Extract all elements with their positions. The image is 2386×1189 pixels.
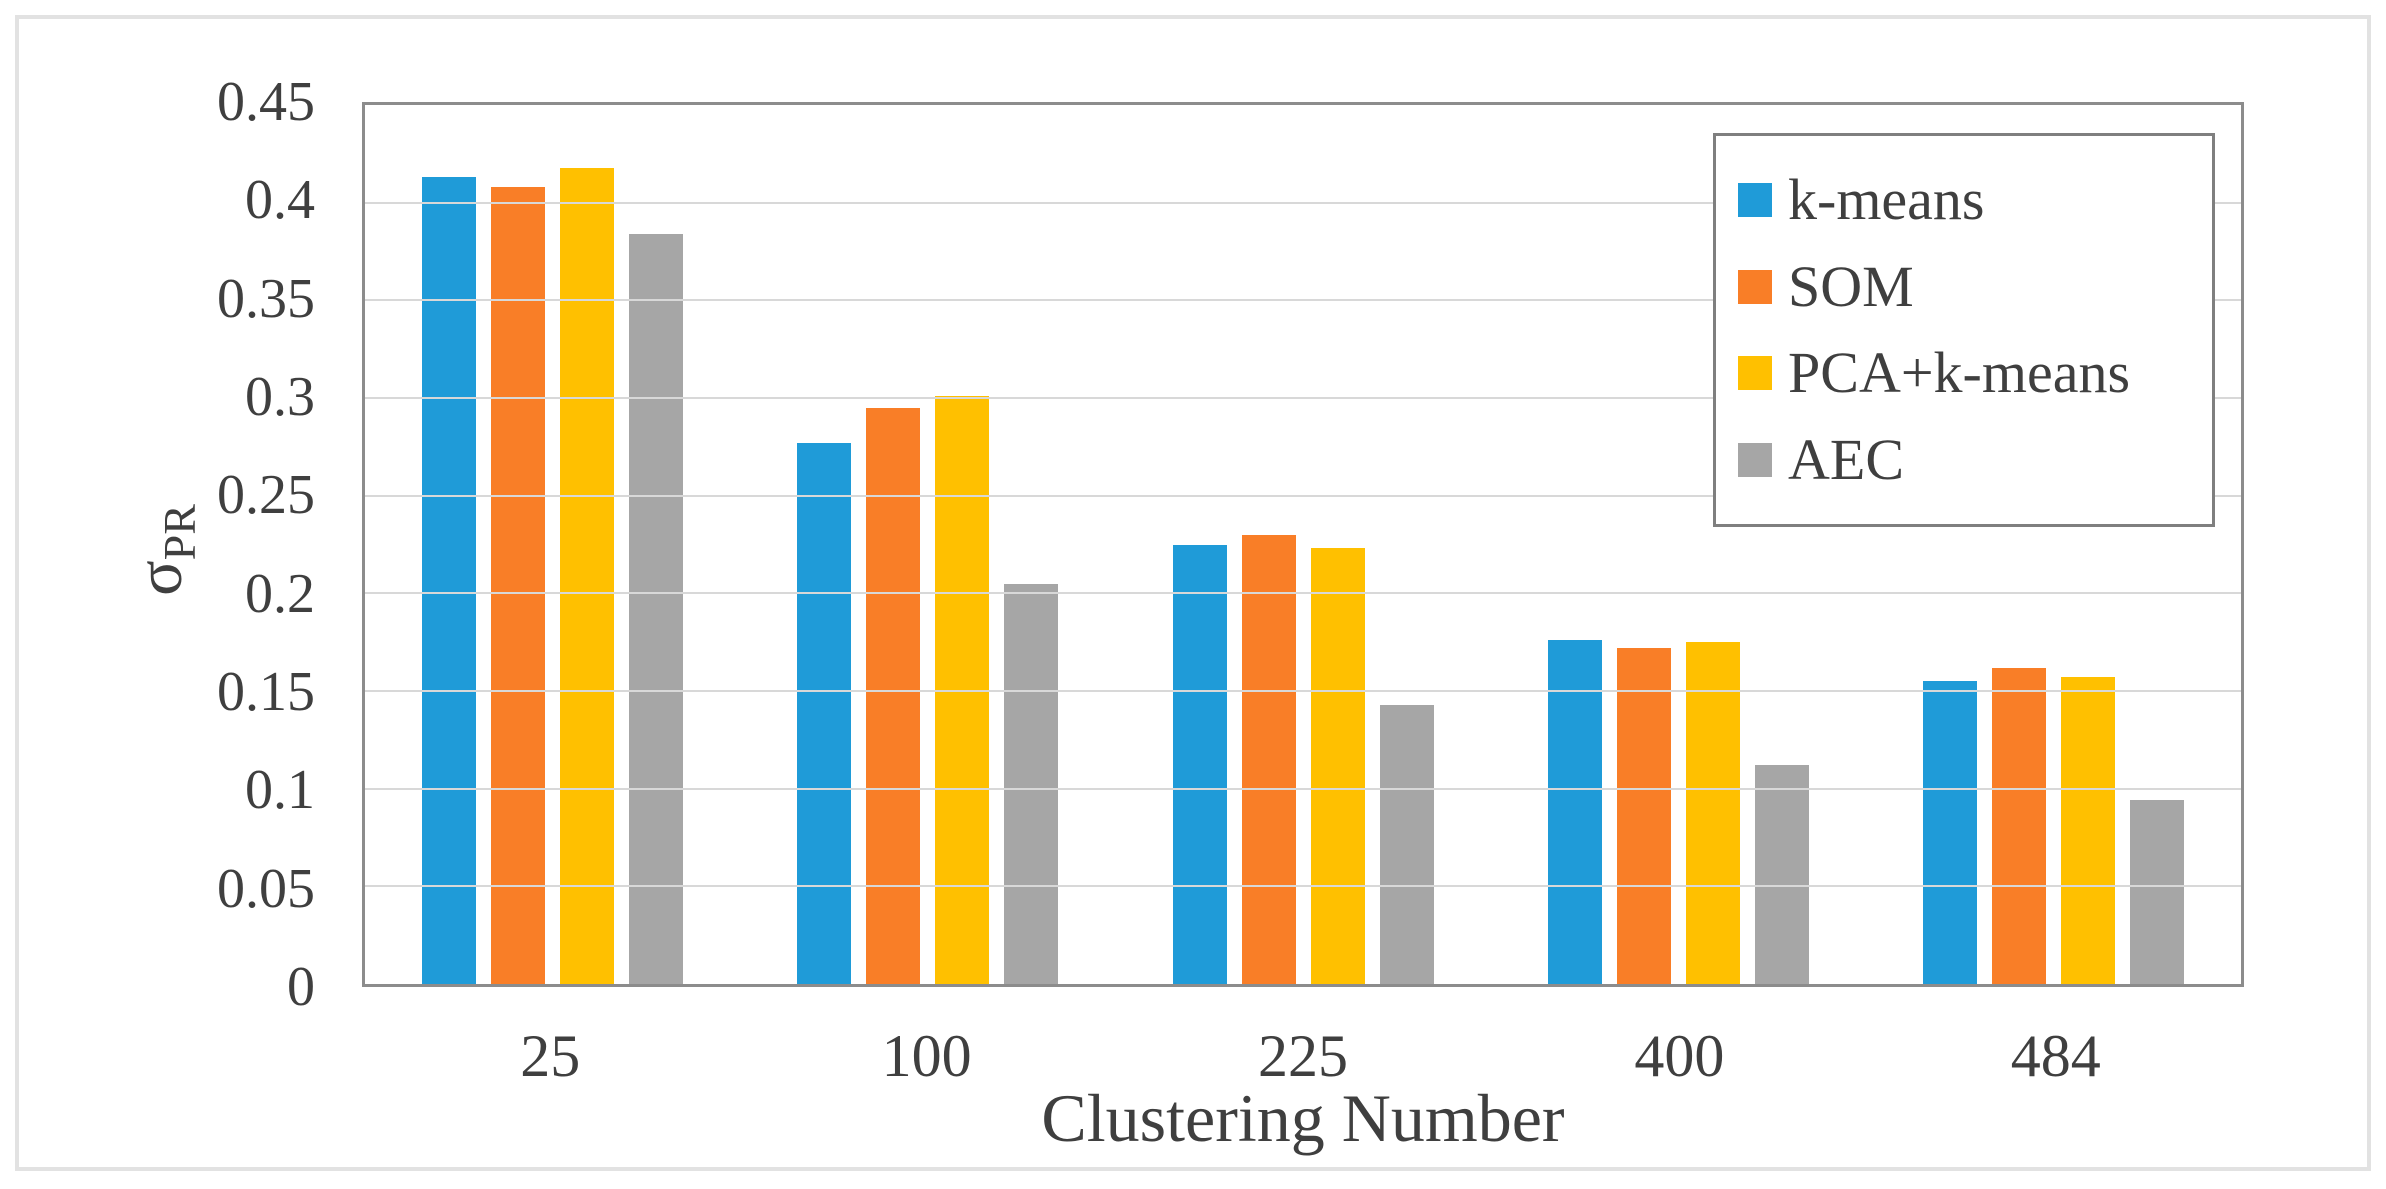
y-tick-0.15: 0.15 bbox=[217, 661, 315, 723]
y-tick-0.35: 0.35 bbox=[217, 267, 315, 330]
plot-area bbox=[362, 102, 2244, 987]
bar-group-400 bbox=[1491, 105, 1866, 984]
legend-item-k-means: k-means bbox=[1716, 166, 2212, 232]
bar-AEC-225 bbox=[1379, 704, 1434, 984]
bar-AEC-25 bbox=[629, 233, 684, 984]
legend-swatch-k-means bbox=[1738, 182, 1772, 217]
bar-group-484 bbox=[1866, 105, 2241, 984]
y-tick-0.05: 0.05 bbox=[217, 857, 315, 920]
bar-PCA+k-means-25 bbox=[560, 167, 615, 984]
x-tick-400: 400 bbox=[1634, 1023, 1725, 1089]
y-tick-0: 0 bbox=[287, 956, 315, 1018]
bar-k-means-25 bbox=[422, 177, 477, 984]
y-tick-0.2: 0.2 bbox=[245, 562, 315, 625]
legend-label-k-means: k-means bbox=[1788, 166, 1985, 232]
y-tick-0.3: 0.3 bbox=[245, 366, 315, 428]
bar-group-25 bbox=[365, 105, 740, 984]
bar-SOM-484 bbox=[1991, 667, 2046, 984]
gridline-0.2 bbox=[365, 592, 2241, 595]
gridline-0.25 bbox=[365, 494, 2241, 497]
bar-SOM-25 bbox=[491, 187, 546, 984]
bar-PCA+k-means-484 bbox=[2060, 677, 2115, 984]
legend-label-AEC: AEC bbox=[1788, 427, 1904, 493]
bar-SOM-100 bbox=[866, 407, 921, 984]
x-tick-484: 484 bbox=[2010, 1023, 2101, 1089]
y-axis-title-subscript: PR bbox=[154, 504, 206, 561]
gridline-0.35 bbox=[365, 299, 2241, 302]
legend: k-means SOM PCA+k-means AEC bbox=[1713, 133, 2215, 527]
bar-group-225 bbox=[1115, 105, 1490, 984]
bar-AEC-484 bbox=[2129, 800, 2184, 984]
bar-SOM-225 bbox=[1241, 534, 1296, 984]
legend-item-PCA+k-means: PCA+k-means bbox=[1716, 344, 2212, 402]
x-tick-225: 225 bbox=[1258, 1023, 1348, 1089]
bar-k-means-400 bbox=[1547, 640, 1602, 984]
x-axis-title: Clustering Number bbox=[1041, 1080, 1565, 1156]
y-tick-0.4: 0.4 bbox=[245, 169, 315, 232]
bar-group-100 bbox=[740, 105, 1115, 984]
gridline-0.3 bbox=[365, 396, 2241, 399]
y-axis-title-base: σ bbox=[122, 560, 196, 596]
bar-k-means-484 bbox=[1922, 681, 1977, 984]
bar-SOM-400 bbox=[1616, 648, 1671, 984]
gridline-0.05 bbox=[365, 885, 2241, 888]
bar-k-means-100 bbox=[797, 442, 852, 984]
x-tick-25: 25 bbox=[520, 1023, 581, 1089]
bar-PCA+k-means-400 bbox=[1685, 642, 1740, 984]
legend-swatch-PCA+k-means bbox=[1738, 356, 1772, 391]
legend-label-PCA+k-means: PCA+k-means bbox=[1788, 340, 2131, 406]
gridline-0.15 bbox=[365, 689, 2241, 692]
gridline-0.4 bbox=[365, 201, 2241, 204]
legend-swatch-SOM bbox=[1738, 269, 1772, 304]
bar-AEC-400 bbox=[1754, 765, 1809, 984]
y-tick-0.25: 0.25 bbox=[217, 464, 315, 527]
gridline-0.1 bbox=[365, 787, 2241, 790]
legend-label-SOM: SOM bbox=[1788, 253, 1914, 319]
legend-item-SOM: SOM bbox=[1716, 253, 2212, 319]
bar-PCA+k-means-225 bbox=[1310, 548, 1365, 984]
x-tick-100: 100 bbox=[881, 1023, 972, 1089]
legend-item-AEC: AEC bbox=[1716, 431, 2212, 489]
bar-AEC-100 bbox=[1004, 583, 1059, 984]
bar-k-means-225 bbox=[1172, 544, 1227, 984]
y-tick-0.1: 0.1 bbox=[245, 759, 315, 822]
legend-swatch-AEC bbox=[1738, 443, 1772, 478]
y-axis-title: σPR bbox=[123, 504, 213, 596]
y-tick-0.45: 0.45 bbox=[217, 71, 315, 133]
